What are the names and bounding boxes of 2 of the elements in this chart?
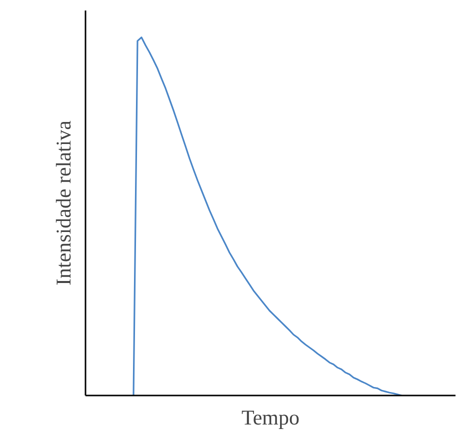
x-axis-title: Tempo: [241, 406, 300, 430]
y-axis-title: Intensidade relativa: [52, 120, 76, 286]
